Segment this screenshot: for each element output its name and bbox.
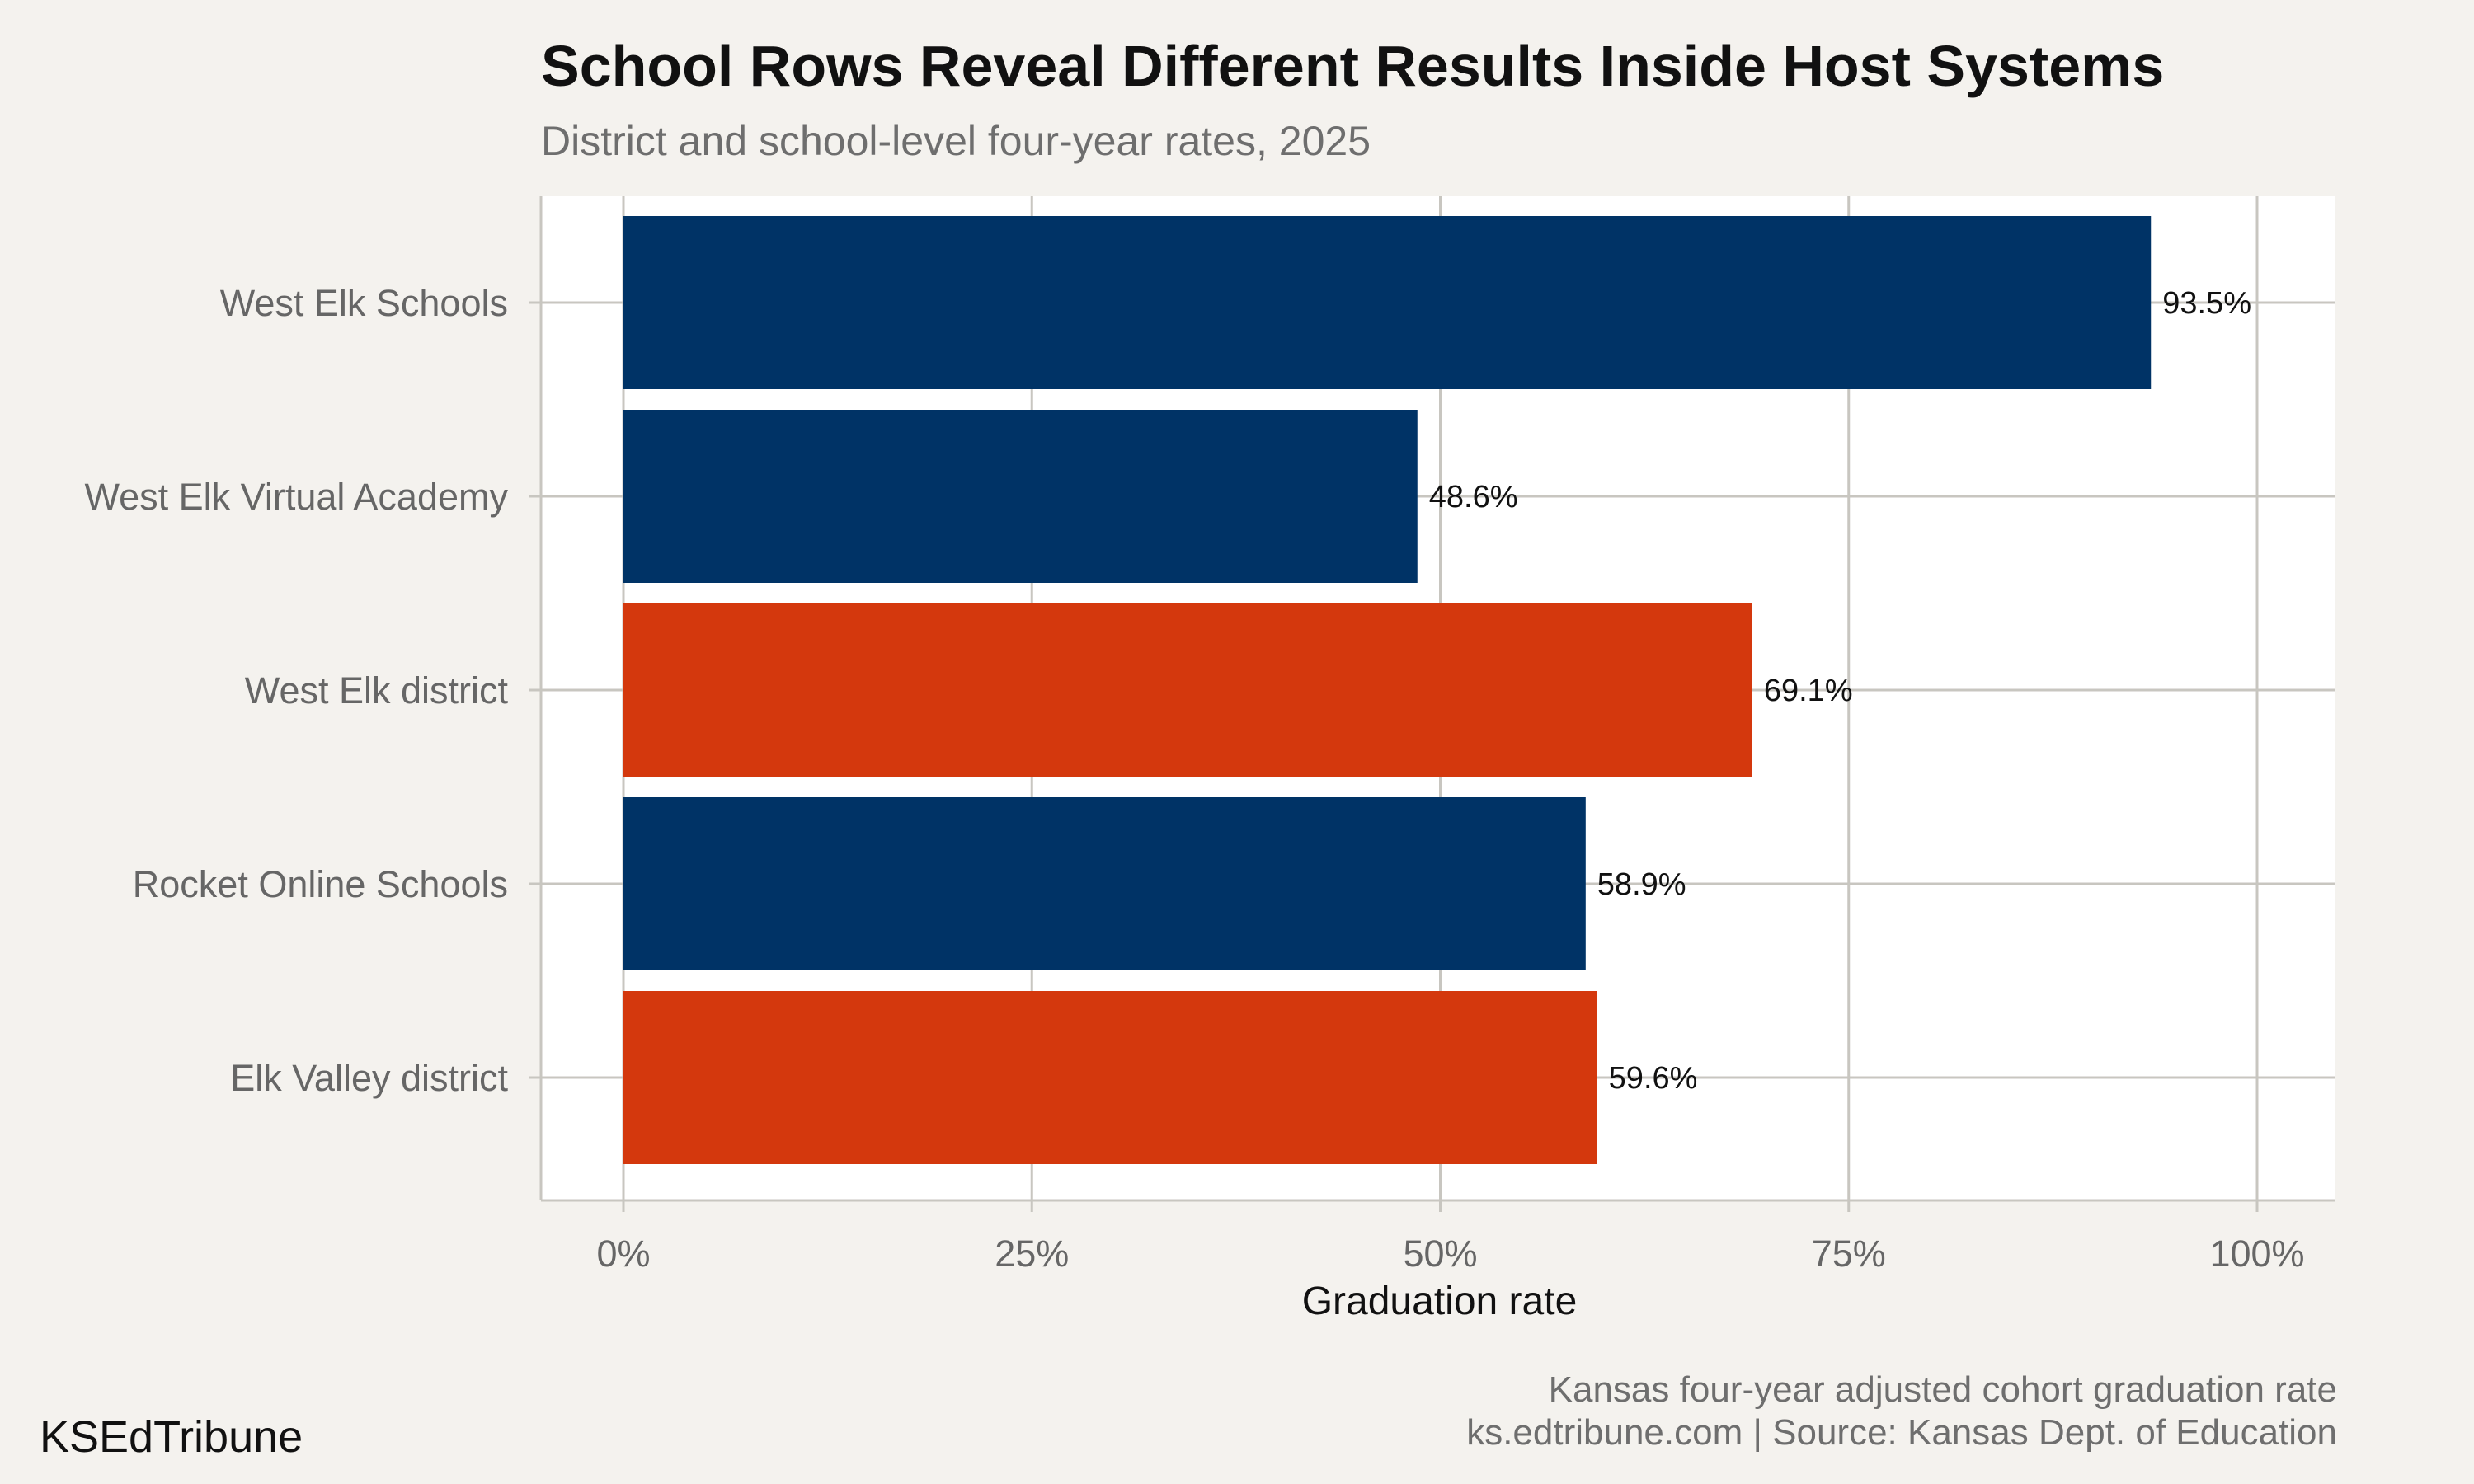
bar [623,410,1418,583]
chart-title: School Rows Reveal Different Results Ins… [541,34,2165,98]
footer-note: Kansas four-year adjusted cohort graduat… [1548,1369,2337,1410]
bar [623,991,1597,1164]
bar [623,216,2152,389]
x-tick-label: 0% [596,1233,650,1275]
category-label: West Elk Schools [220,282,508,324]
x-tick-label: 50% [1403,1233,1477,1275]
value-label: 48.6% [1429,480,1518,514]
value-label: 93.5% [2162,286,2251,321]
value-label: 69.1% [1764,674,1853,708]
category-label: Rocket Online Schools [133,863,508,905]
category-label: West Elk Virtual Academy [84,476,508,518]
value-label: 58.9% [1597,867,1686,902]
x-axis-title: Graduation rate [1302,1280,1578,1323]
x-tick-label: 75% [1812,1233,1886,1275]
bar [623,603,1752,777]
category-label: West Elk district [245,669,509,711]
bar [623,797,1586,970]
category-label: Elk Valley district [230,1057,508,1099]
value-label: 59.6% [1609,1061,1698,1096]
source-note: Kansas four-year adjusted cohort graduat… [1466,1369,2337,1454]
x-tick-label: 25% [995,1233,1069,1275]
brand-name: KSEdTribune [40,1412,303,1462]
chart-subtitle: District and school-level four-year rate… [541,118,1371,164]
footer-source: ks.edtribune.com | Source: Kansas Dept. … [1466,1412,2337,1453]
x-tick-label: 100% [2209,1233,2304,1275]
